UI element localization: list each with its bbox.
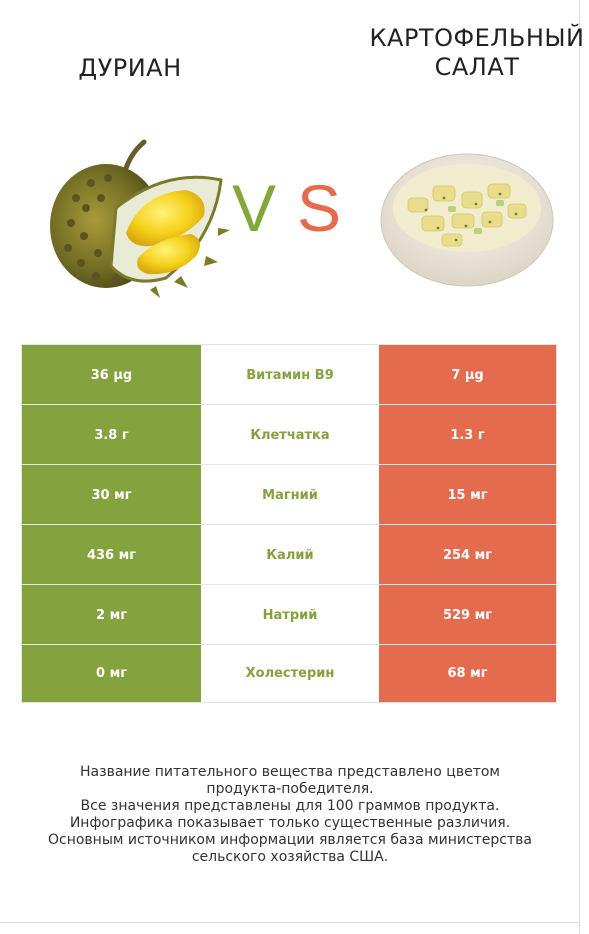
- left-value: 0 мг: [22, 645, 201, 702]
- potato-salad-image: [380, 153, 554, 287]
- nutrient-name: Витамин B9: [246, 367, 334, 383]
- left-food-title: ДУРИАН: [78, 54, 182, 82]
- left-value: 36 µg: [22, 345, 201, 405]
- table-row-sodium: 2 мг Натрий 529 мг: [22, 585, 556, 645]
- vs-letter-s: S: [297, 171, 342, 245]
- right-value: 15 мг: [379, 465, 556, 525]
- footer-line: продукта-победителя.: [206, 781, 374, 797]
- table-row-cholesterol: 0 мг Холестерин 68 мг: [22, 645, 556, 702]
- durian-image: [50, 139, 230, 298]
- row-divider: [22, 464, 556, 465]
- footer-line: сельского хозяйства США.: [191, 849, 389, 865]
- right-value: 68 мг: [379, 645, 556, 702]
- row-divider: [22, 584, 556, 585]
- left-value: 436 мг: [22, 525, 201, 585]
- right-value: 1.3 г: [379, 405, 556, 465]
- row-divider: [22, 404, 556, 405]
- vs-letter-v: V: [232, 171, 277, 245]
- left-value: 3.8 г: [22, 405, 201, 465]
- table-row-potassium: 436 мг Калий 254 мг: [22, 525, 556, 585]
- nutrient-name: Калий: [266, 547, 314, 563]
- table-row-magnesium: 30 мг Магний 15 мг: [22, 465, 556, 525]
- right-food-title: КАРТОФЕЛЬНЫЙ САЛАТ: [362, 24, 589, 82]
- frame-border-right: [579, 0, 580, 934]
- left-value: 30 мг: [22, 465, 201, 525]
- nutrient-name: Магний: [262, 487, 318, 503]
- table-row-vitamin-b9: 36 µg Витамин B9 7 µg: [22, 345, 556, 405]
- right-food-title-line2: САЛАТ: [434, 53, 520, 81]
- footer-note: Название питательного вещества представл…: [20, 764, 560, 866]
- right-value: 529 мг: [379, 585, 556, 645]
- nutrient-name: Холестерин: [245, 666, 335, 681]
- footer-line: Основным источником информации является …: [48, 832, 532, 848]
- footer-line: Инфографика показывает только существенн…: [69, 815, 511, 831]
- right-value: 7 µg: [379, 345, 556, 405]
- right-food-title-line1: КАРТОФЕЛЬНЫЙ: [369, 24, 585, 52]
- row-divider: [22, 524, 556, 525]
- footer-line: Название питательного вещества представл…: [80, 764, 500, 780]
- nutrient-name: Натрий: [262, 607, 318, 623]
- row-divider: [22, 644, 556, 645]
- frame-border-bottom: [0, 922, 580, 923]
- right-value: 254 мг: [379, 525, 556, 585]
- table-row-fiber: 3.8 г Клетчатка 1.3 г: [22, 405, 556, 465]
- nutrient-name: Клетчатка: [250, 427, 330, 443]
- left-value: 2 мг: [22, 585, 201, 645]
- comparison-table: 36 µg Витамин B9 7 µg 3.8 г Клетчатка 1.…: [21, 344, 557, 703]
- footer-line: Все значения представлены для 100 граммо…: [80, 798, 500, 814]
